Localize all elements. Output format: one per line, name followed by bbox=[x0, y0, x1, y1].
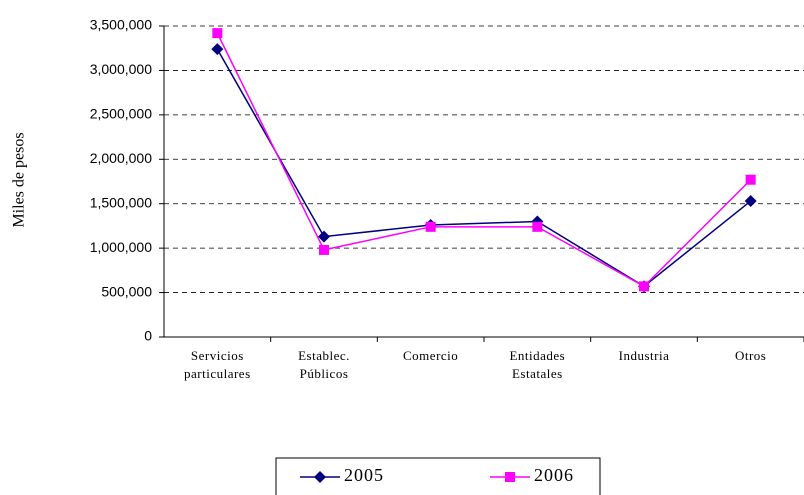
marker bbox=[744, 195, 757, 208]
series-line bbox=[216, 32, 752, 288]
y-tick-label: 1,000,000 bbox=[90, 239, 152, 255]
marker bbox=[318, 230, 330, 243]
marker bbox=[745, 174, 756, 185]
marker bbox=[212, 28, 223, 39]
x-tick-label: Otros bbox=[734, 348, 767, 363]
y-tick-label: 500,000 bbox=[101, 283, 152, 299]
x-tick-label: Entidades Estatales bbox=[509, 348, 566, 381]
x-tick-label: Servicios particulares bbox=[184, 348, 251, 381]
marker bbox=[425, 221, 436, 232]
marker bbox=[532, 221, 543, 232]
marker bbox=[319, 244, 329, 255]
x-tick-label: Comercio bbox=[403, 348, 459, 363]
y-tick-label: 1,500,000 bbox=[90, 194, 152, 210]
series-line bbox=[216, 48, 752, 288]
legend-label: 2006 bbox=[534, 465, 574, 485]
x-tick-label: Industria bbox=[618, 348, 670, 363]
y-tick-label: 3,500,000 bbox=[90, 17, 152, 33]
marker bbox=[505, 472, 515, 482]
y-tick-label: 0 bbox=[144, 328, 152, 344]
marker bbox=[211, 43, 224, 56]
marker bbox=[314, 471, 326, 483]
legend-label: 2005 bbox=[344, 465, 384, 485]
x-tick-label: Establec. Públicos bbox=[298, 348, 350, 381]
y-tick-label: 2,000,000 bbox=[90, 150, 152, 166]
y-tick-label: 2,500,000 bbox=[90, 106, 152, 122]
marker bbox=[639, 281, 649, 292]
y-tick-label: 3,000,000 bbox=[90, 61, 152, 77]
y-axis-label: Miles de pesos bbox=[11, 132, 28, 227]
